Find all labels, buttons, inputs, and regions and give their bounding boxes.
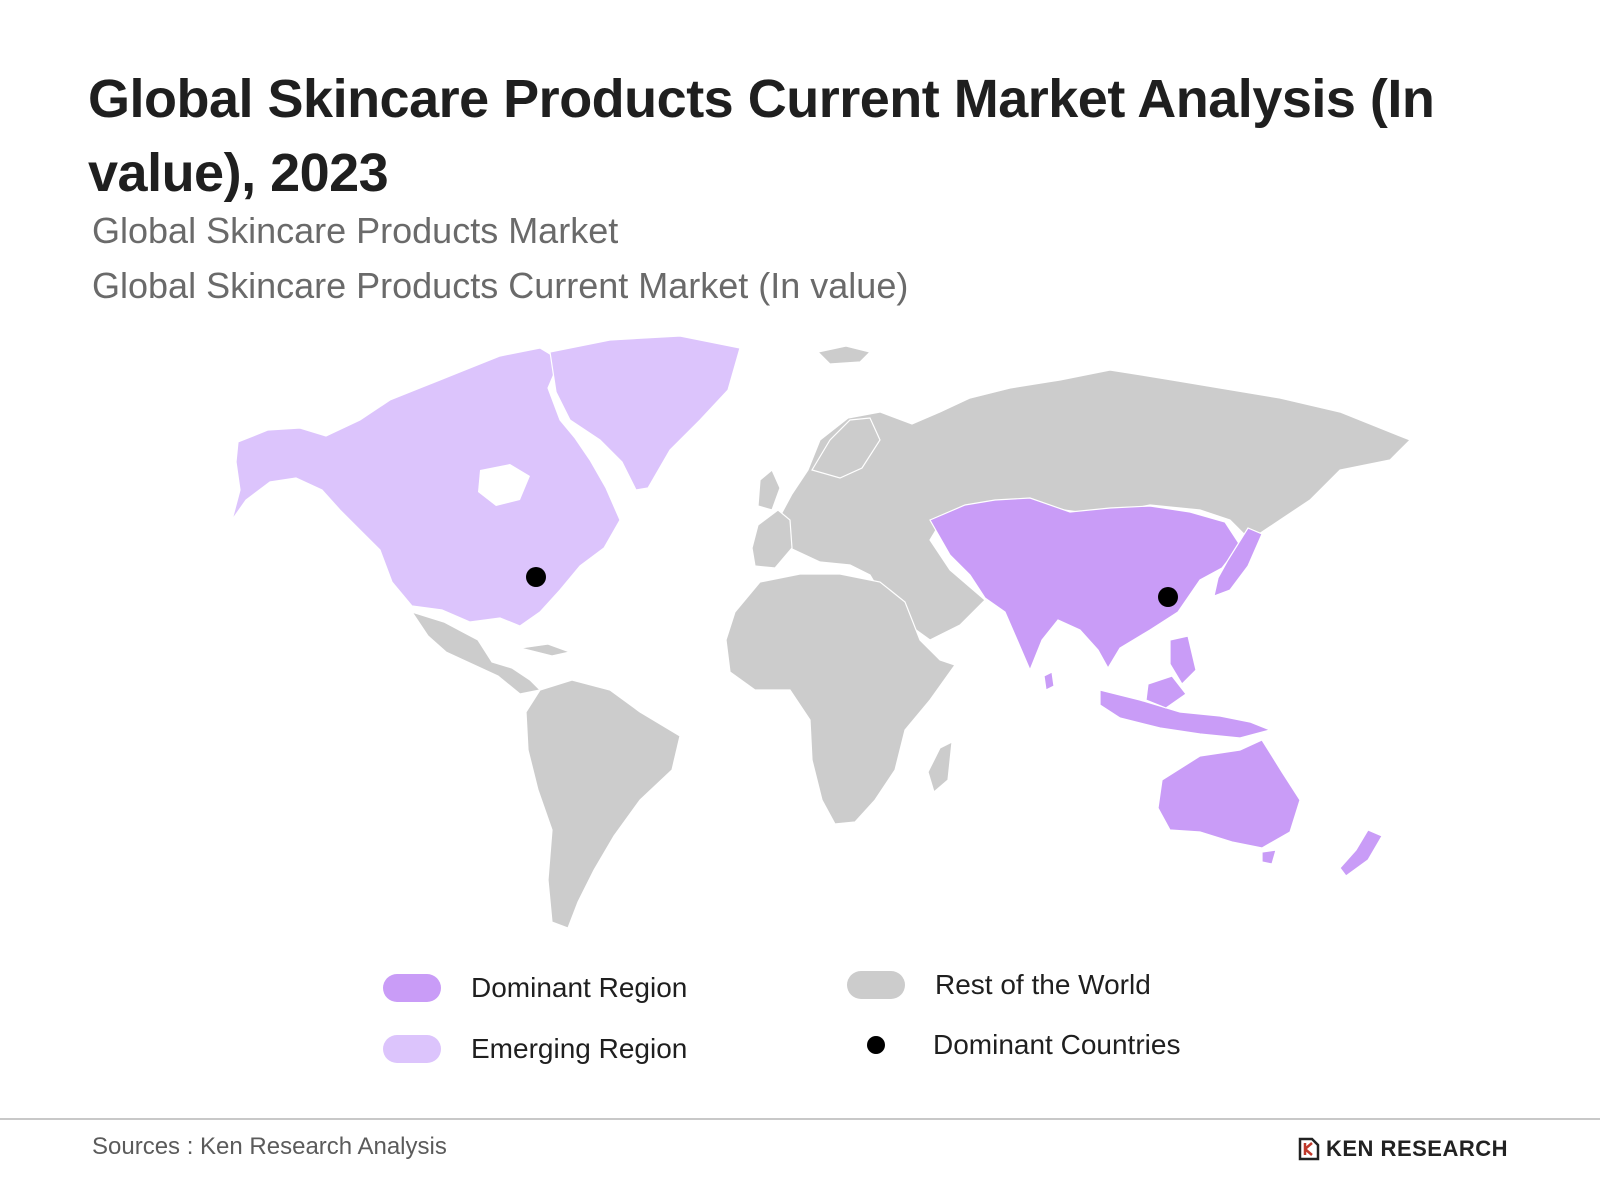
legend-rest-label: Rest of the World bbox=[935, 969, 1151, 1000]
region-caribbean bbox=[519, 643, 573, 657]
region-philippines bbox=[1169, 635, 1197, 685]
region-south-america bbox=[525, 679, 681, 929]
region-north-america bbox=[231, 347, 621, 627]
world-map bbox=[231, 335, 1412, 929]
region-tasmania bbox=[1261, 849, 1277, 865]
legend-dominant-swatch bbox=[383, 974, 441, 1002]
footer-divider bbox=[0, 1118, 1600, 1120]
legend-dominant-label: Dominant Region bbox=[471, 972, 688, 1003]
region-greenland bbox=[549, 335, 741, 491]
region-scandinavia bbox=[811, 417, 881, 479]
legend-rest-of-world: Rest of the World bbox=[847, 969, 1151, 1001]
region-iceland bbox=[816, 345, 872, 365]
legend-rest-swatch bbox=[847, 971, 905, 999]
source-note: Sources : Ken Research Analysis bbox=[92, 1133, 447, 1160]
subtitle-market: Global Skincare Products Market bbox=[92, 210, 619, 251]
marker-united-states bbox=[526, 567, 546, 587]
legend-emerging-region: Emerging Region bbox=[383, 1033, 687, 1065]
legend-dominant-region: Dominant Region bbox=[383, 972, 687, 1004]
region-asia-pacific bbox=[929, 497, 1241, 672]
region-new-zealand bbox=[1339, 829, 1383, 877]
legend-countries-label: Dominant Countries bbox=[933, 1029, 1181, 1060]
marker-china bbox=[1158, 587, 1178, 607]
brand: KEN RESEARCH bbox=[1298, 1136, 1508, 1162]
region-madagascar bbox=[927, 740, 953, 794]
region-eurasia bbox=[777, 369, 1412, 641]
region-borneo bbox=[1145, 675, 1187, 709]
legend-dominant-countries: Dominant Countries bbox=[847, 1029, 1180, 1061]
legend-emerging-swatch bbox=[383, 1035, 441, 1063]
region-western-europe bbox=[751, 509, 793, 569]
page-title: Global Skincare Products Current Market … bbox=[88, 69, 1435, 203]
subtitle-current-market: Global Skincare Products Current Market … bbox=[92, 265, 909, 306]
region-sri-lanka bbox=[1043, 671, 1055, 691]
region-japan bbox=[1213, 527, 1263, 597]
region-indonesia bbox=[1099, 689, 1272, 739]
ken-research-logo-icon bbox=[1298, 1137, 1320, 1161]
region-hudson-bay bbox=[478, 464, 530, 506]
region-uk bbox=[757, 469, 781, 511]
region-africa bbox=[725, 573, 956, 825]
region-australia bbox=[1157, 739, 1301, 849]
brand-name: KEN RESEARCH bbox=[1326, 1136, 1509, 1161]
legend-dot-icon bbox=[867, 1036, 885, 1054]
legend-emerging-label: Emerging Region bbox=[471, 1033, 688, 1064]
